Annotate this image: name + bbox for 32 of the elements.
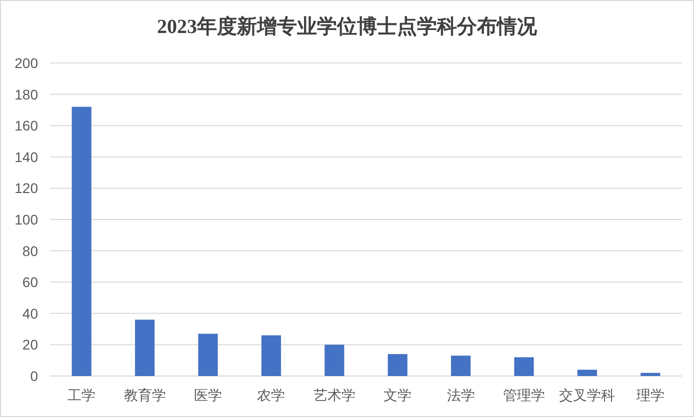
y-tick-label: 100 xyxy=(14,212,38,228)
y-tick-label: 20 xyxy=(22,336,38,353)
x-tick-label: 艺术学 xyxy=(313,387,356,403)
y-tick-label: 60 xyxy=(22,274,38,290)
bar xyxy=(324,344,344,376)
x-tick-label: 法学 xyxy=(446,387,475,403)
y-tick-label: 180 xyxy=(14,86,38,102)
bar xyxy=(388,354,408,376)
y-tick-label: 140 xyxy=(14,148,38,165)
x-tick-label: 交叉学科 xyxy=(559,387,616,403)
x-tick-label: 教育学 xyxy=(124,387,166,403)
y-tick-label: 40 xyxy=(22,305,38,322)
bar xyxy=(451,356,471,376)
x-tick-label: 文学 xyxy=(384,387,412,403)
y-tick-label: 0 xyxy=(30,368,38,384)
x-tick-label: 管理学 xyxy=(503,387,545,403)
chart-title: 2023年度新增专业学位博士点学科分布情况 xyxy=(157,15,538,38)
bar xyxy=(640,372,660,376)
bar xyxy=(135,320,155,376)
bar xyxy=(577,370,597,376)
y-tick-label: 160 xyxy=(14,118,38,134)
x-tick-label: 理学 xyxy=(636,387,664,403)
y-tick-label: 80 xyxy=(22,242,38,259)
bar xyxy=(198,334,218,376)
bar xyxy=(261,335,281,376)
y-tick-label: 120 xyxy=(14,180,38,196)
y-tick-label: 200 xyxy=(14,55,38,71)
x-tick-label: 医学 xyxy=(194,387,222,403)
x-tick-label: 农学 xyxy=(257,387,286,403)
bar xyxy=(72,106,92,376)
x-tick-label: 工学 xyxy=(68,387,96,403)
bar xyxy=(514,357,534,376)
